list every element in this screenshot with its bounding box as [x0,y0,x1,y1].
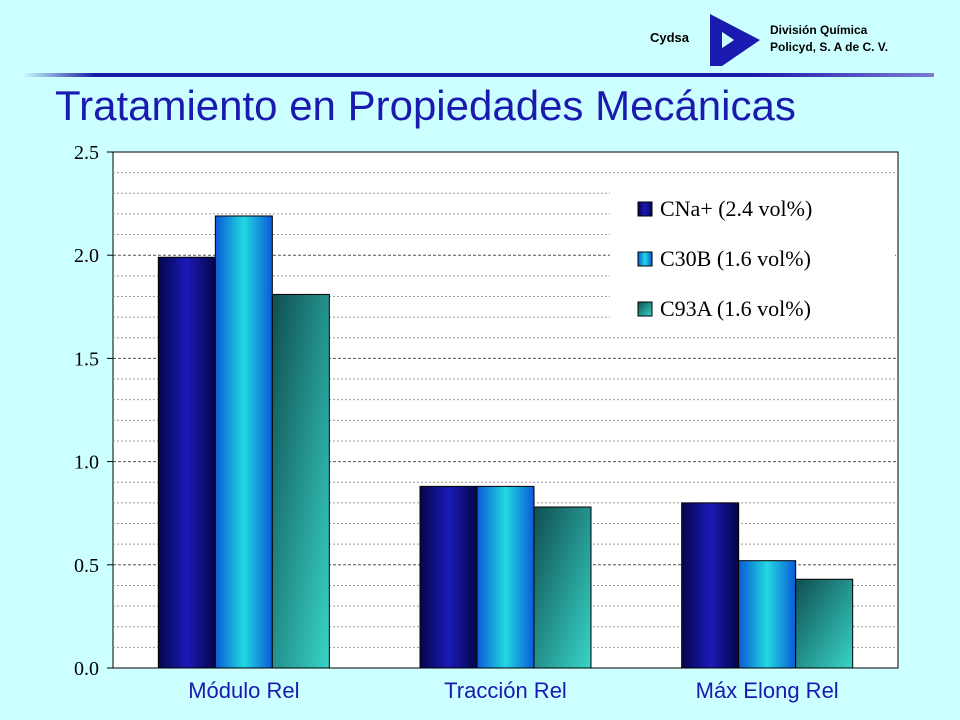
y-tick-label: 1.0 [74,452,99,474]
legend-label: CNa+ (2.4 vol%) [660,196,812,221]
bar [681,502,740,669]
legend-swatch [637,301,653,317]
company-logo [710,14,760,66]
y-tick-label: 0.0 [74,658,99,680]
division-line-2: Policyd, S. A de C. V. [770,40,889,54]
y-tick-label: 1.5 [74,348,99,370]
legend-label: C30B (1.6 vol%) [660,246,811,271]
bar [214,215,273,669]
x-category-label: Módulo Rel [188,678,299,703]
legend-swatch [637,201,653,217]
y-tick-label: 2.5 [74,142,99,164]
company-name: Cydsa [650,30,690,45]
x-category-label: Tracción Rel [444,678,567,703]
y-tick-label: 0.5 [74,555,99,577]
bar [795,578,854,669]
bar [476,485,535,669]
bar [738,560,797,669]
legend [610,185,895,335]
x-category-label: Máx Elong Rel [696,678,839,703]
bar [271,293,330,669]
page-title: Tratamiento en Propiedades Mecánicas [55,82,796,129]
bar [419,485,478,669]
division-line-1: División Química [770,23,868,37]
bar [533,506,592,669]
header-divider [22,73,934,77]
division-info: División Química Policyd, S. A de C. V. [770,22,888,56]
legend-swatch [637,251,653,267]
bar [157,256,216,669]
y-tick-label: 2.0 [74,245,99,267]
legend-label: C93A (1.6 vol%) [660,296,811,321]
